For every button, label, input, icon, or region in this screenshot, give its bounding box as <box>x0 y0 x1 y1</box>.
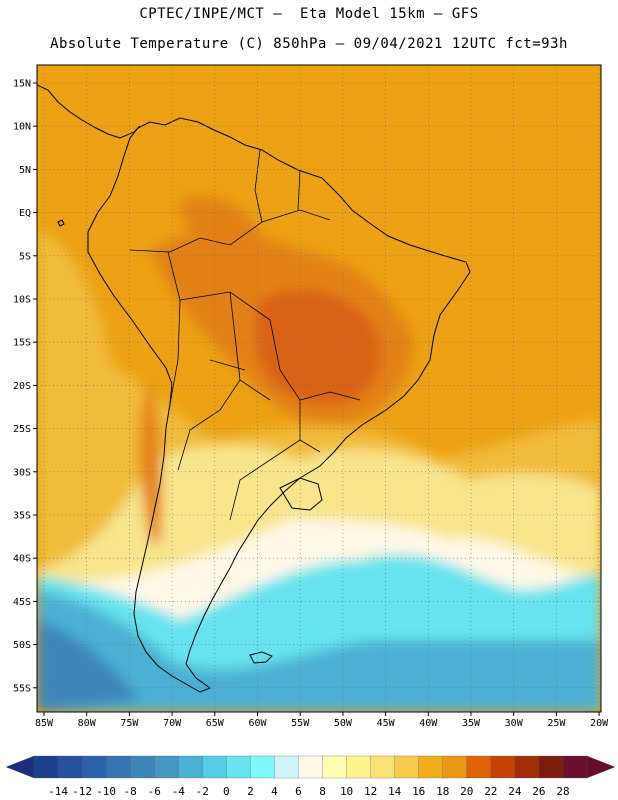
colorbar-label: 26 <box>532 785 545 798</box>
colorbar-label: -12 <box>72 785 92 798</box>
colorbar-label: -14 <box>48 785 68 798</box>
lat-tick-label: 35S <box>13 511 31 522</box>
colorbar-label: -4 <box>172 785 186 798</box>
lon-tick-label: 70W <box>163 718 182 729</box>
colorbar-swatch <box>466 755 492 779</box>
lat-tick-label: 5S <box>19 251 31 262</box>
map-title-line2: Absolute Temperature (C) 850hPa – 09/04/… <box>50 36 568 52</box>
colorbar-label: 2 <box>247 785 254 798</box>
axis-ticks: 15N 10N 5N EQ 5S 10S 15S 20S 25S 30S 35S 40S 45S 50S 5… <box>13 79 609 730</box>
colorbar-over-arrow <box>586 755 616 779</box>
field-cold-zone-3 <box>37 620 140 712</box>
colorbar-swatch <box>178 755 203 779</box>
colorbar-label: 14 <box>388 785 402 798</box>
colorbar-swatch <box>33 755 59 779</box>
lon-tick-label: 65W <box>206 718 225 729</box>
colorbar-swatch <box>154 755 179 779</box>
colorbar-label: -10 <box>96 785 116 798</box>
lon-tick-label: 40W <box>419 718 438 729</box>
colorbar-swatch <box>562 755 588 779</box>
colorbar-swatch <box>105 755 131 779</box>
field-hot-andes <box>139 380 162 546</box>
colorbar-swatch <box>346 755 372 779</box>
colorbar-swatch <box>130 755 155 779</box>
lon-tick-label: 20W <box>590 718 609 729</box>
colorbar-swatch <box>370 755 396 779</box>
colorbar-label: 8 <box>319 785 326 798</box>
lon-tick-label: 85W <box>35 718 54 729</box>
colorbar-label: -2 <box>196 785 209 798</box>
lat-tick-label: 10N <box>13 122 31 133</box>
lat-tick-label: 10S <box>13 295 31 306</box>
colorbar-label: 0 <box>223 785 230 798</box>
lat-tick-label: 15S <box>13 338 31 349</box>
lat-tick-label: 50S <box>13 640 31 651</box>
colorbar-label: 4 <box>271 785 278 798</box>
lon-tick-label: 30W <box>505 718 524 729</box>
lat-tick-label: 40S <box>13 554 31 565</box>
field-hot-continent-2 <box>254 289 381 404</box>
lon-tick-label: 35W <box>462 718 481 729</box>
colorbar-label: 12 <box>364 785 377 798</box>
field-cold-zone-2 <box>37 590 601 712</box>
colorbar-swatch <box>514 755 540 779</box>
lon-tick-label: 45W <box>377 718 396 729</box>
lat-tick-label: 15N <box>13 79 31 90</box>
uruguay-outline <box>279 477 323 511</box>
colorbar-label: 24 <box>508 785 522 798</box>
colorbar-swatch <box>274 755 300 779</box>
falkland-islands <box>249 651 273 664</box>
colorbar-swatch <box>394 755 420 779</box>
colorbar: -14 -12 -10 -8 -6 -4 -2 0 2 4 6 8 10 12 14 16 18 20 22 24 26… <box>5 755 616 798</box>
colorbar-swatch <box>250 755 275 779</box>
temperature-field <box>37 65 601 712</box>
colorbar-under-arrow <box>5 755 35 779</box>
colorbar-swatch <box>322 755 348 779</box>
lat-tick-label: 5N <box>19 165 31 176</box>
lat-tick-label: 25S <box>13 424 31 435</box>
colorbar-swatch <box>57 755 83 779</box>
map-frame <box>36 64 602 713</box>
colorbar-swatch <box>202 755 227 779</box>
colorbar-label: -8 <box>124 785 137 798</box>
colorbar-label: 20 <box>460 785 473 798</box>
galapagos-islands <box>57 219 65 227</box>
colorbar-label: 28 <box>556 785 569 798</box>
lon-tick-label: 50W <box>334 718 353 729</box>
colorbar-label: 10 <box>340 785 353 798</box>
lat-tick-label: EQ <box>19 208 31 219</box>
south-america-coastline <box>87 117 471 693</box>
lat-tick-label: 55S <box>13 683 31 694</box>
field-hot-north <box>179 196 260 247</box>
colorbar-swatch <box>418 755 444 779</box>
coastlines-and-borders <box>37 84 471 693</box>
lon-tick-label: 55W <box>291 718 310 729</box>
lon-tick-label: 80W <box>78 718 97 729</box>
colorbar-swatch <box>538 755 564 779</box>
colorbar-label: -6 <box>148 785 161 798</box>
lat-tick-label: 30S <box>13 467 31 478</box>
colorbar-swatch <box>81 755 107 779</box>
central-america-coastline <box>37 84 141 139</box>
colorbar-label: 22 <box>484 785 497 798</box>
lat-tick-label: 45S <box>13 597 31 608</box>
colorbar-swatch <box>226 755 251 779</box>
country-borders <box>129 149 361 521</box>
lon-tick-label: 75W <box>120 718 139 729</box>
colorbar-swatch <box>442 755 468 779</box>
map-title-line1: CPTEC/INPE/MCT – Eta Model 15km – GFS <box>139 6 479 22</box>
field-warm-pacific-patch <box>37 230 110 420</box>
lon-tick-label: 60W <box>248 718 267 729</box>
colorbar-label: 18 <box>436 785 449 798</box>
colorbar-swatch <box>298 755 324 779</box>
colorbar-swatch <box>490 755 516 779</box>
colorbar-label: 16 <box>412 785 425 798</box>
lat-tick-label: 20S <box>13 381 31 392</box>
lon-tick-label: 25W <box>547 718 566 729</box>
colorbar-label: 6 <box>295 785 302 798</box>
